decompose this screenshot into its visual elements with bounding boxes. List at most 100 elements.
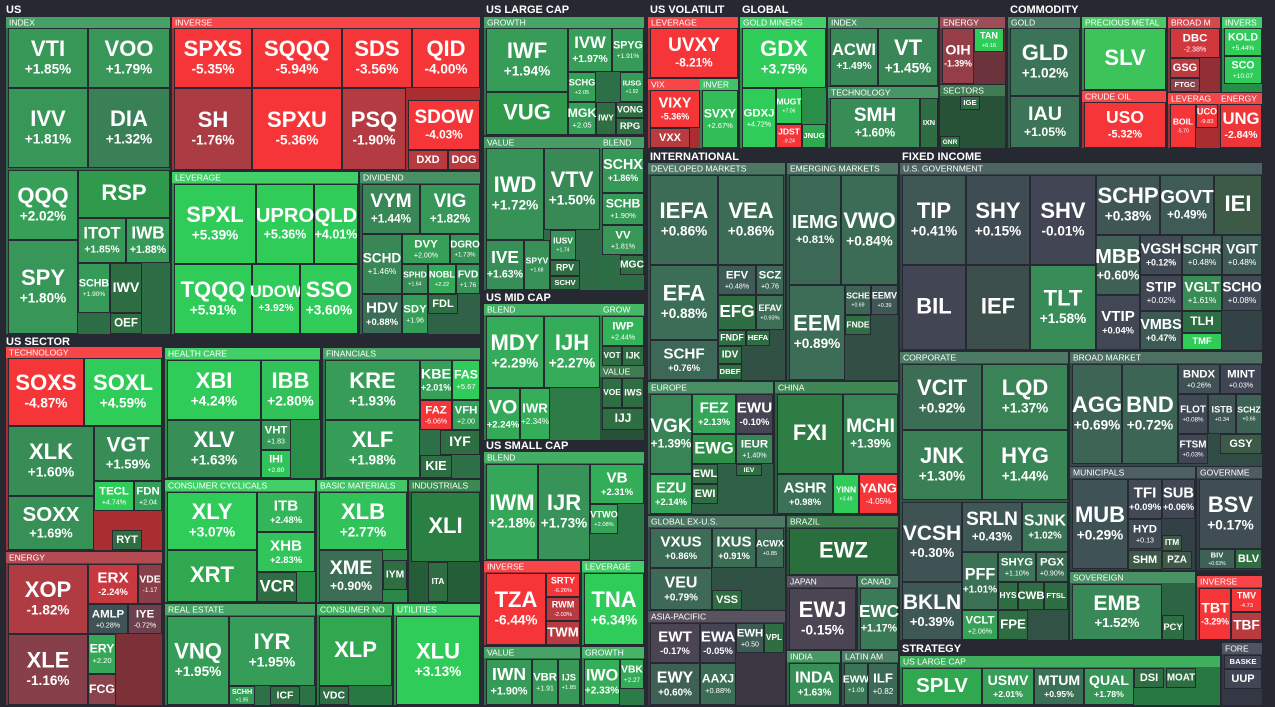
change: -5.35% [191, 62, 234, 77]
ticker-cell [342, 88, 406, 170]
change: +2.83% [270, 554, 303, 565]
ticker: IJK [626, 350, 641, 360]
ticker-cell [1214, 175, 1262, 235]
ticker-cell [692, 394, 736, 434]
change: -1.17 [143, 587, 158, 594]
change: +0.12% [1146, 258, 1176, 268]
change: +0.69% [1074, 418, 1120, 433]
ticker: AMLP [92, 608, 125, 620]
ticker: SLV [1104, 45, 1145, 70]
section-label: FINANCIALS [326, 348, 376, 358]
ticker: EWL [693, 468, 718, 480]
section-strip [1168, 93, 1218, 104]
change: +3.92% [258, 303, 293, 314]
change: +1.39% [850, 437, 891, 451]
section-strip [394, 604, 480, 615]
ticker-cell [650, 474, 692, 514]
ticker-cell [1182, 333, 1222, 350]
ticker: TQQQ [181, 277, 246, 302]
change: +2.06% [968, 628, 993, 636]
ticker-cell [486, 148, 544, 240]
ticker: SDY [403, 303, 427, 315]
ticker-cell [428, 264, 456, 294]
section: DIVIDEND VYM+1.44% VIG+1.82% SCHD+1.46% DVY +… [360, 172, 480, 334]
section-strip [165, 348, 320, 359]
ticker: SCHD [363, 250, 402, 265]
ticker: TIP [917, 198, 951, 223]
section: BLEND IWM+2.18% IJR+1.73% VB+2.31% VTWO +2.08… [484, 452, 644, 560]
ticker: VSS [716, 594, 738, 606]
change: +2.27 [624, 677, 641, 684]
change: +0.89% [794, 336, 840, 351]
section: VALUE IWD+1.72% VTV+1.50% IVE+1.63%SPYV +1.6… [484, 137, 600, 290]
section-label: PRECIOUS METAL [1085, 17, 1160, 27]
ticker: VTWO [590, 510, 618, 520]
section: DEVELOPED MARKETSIEFA+0.86%VEA+0.86%EFA+… [648, 163, 785, 380]
ticker: FPE [1000, 616, 1026, 631]
change: +1.05% [1024, 125, 1066, 139]
change: +10.07 [1233, 73, 1254, 80]
ticker-cell [1170, 28, 1220, 58]
section-strip [648, 163, 785, 174]
change: +0.39% [910, 614, 955, 629]
change: +1.90% [610, 211, 636, 220]
change: +1.95% [175, 664, 221, 679]
section: GOVERNME BSV+0.17% BIV+0.63% BLV [1197, 467, 1262, 570]
change: +1.60% [28, 465, 74, 480]
ticker: IVE [491, 247, 519, 267]
section: CONSUMER CYCLICALS XLY+3.07% ITB+2.48% XHB+… [165, 480, 315, 602]
change: +1.97% [572, 54, 608, 65]
ticker-cell [622, 378, 644, 408]
ticker-cell [550, 260, 580, 276]
section-strip [940, 17, 1005, 28]
section-label: VALUE [487, 137, 515, 147]
change: +5.36% [264, 227, 307, 241]
ticker-cell [1084, 102, 1166, 148]
change: +1.52% [1094, 615, 1139, 630]
change: +0.03% [1229, 382, 1254, 390]
change: +1.45% [885, 61, 931, 76]
ticker: VGSH [1141, 241, 1182, 257]
ticker-cell [257, 532, 315, 572]
ticker-cell [1182, 311, 1222, 333]
ticker-cell [486, 573, 546, 645]
ticker: SUB [1163, 485, 1194, 501]
ticker: EWW [843, 675, 870, 686]
ticker: IEUR [741, 438, 768, 450]
ticker-cell [962, 502, 1022, 552]
section: TECHNOLOGY SOXS-4.87% SOXL+4.59% XLK+1.60% V… [6, 347, 162, 550]
ticker-cell [256, 184, 314, 264]
section-strip [484, 137, 600, 148]
section: U.S. GOVERNMENT TIP+0.41% SHY+0.15% SHV-0.0… [900, 163, 1262, 350]
ticker: FTGC [1175, 80, 1196, 89]
ticker: VEA [728, 198, 773, 223]
ticker: EWH [737, 627, 764, 639]
section-label: ASIA-PACIFIC [651, 611, 706, 621]
ticker-cell [1220, 104, 1262, 148]
ticker: VCIT [917, 375, 968, 400]
section-label: INDEX [831, 17, 857, 27]
ticker: IWD [494, 172, 537, 197]
ticker: ERX [97, 569, 128, 586]
change: +1.81% [611, 243, 636, 251]
section-strip [648, 382, 773, 393]
change: +0.98% [789, 496, 822, 507]
ticker-cell [88, 88, 170, 168]
ticker-cell [456, 264, 480, 294]
ticker-cell [174, 184, 256, 264]
ticker: SRTY [551, 576, 575, 586]
section-label: CHINA [778, 382, 805, 392]
ticker: ITM [1165, 537, 1179, 547]
section-strip [900, 352, 1068, 363]
ticker: SCO [1232, 59, 1255, 71]
ticker-cell [420, 455, 452, 478]
change: -8.21% [675, 56, 713, 70]
ticker: FDN [136, 485, 159, 497]
ticker-cell [8, 564, 88, 634]
ticker: FLOT [1180, 405, 1206, 416]
section-strip [775, 382, 898, 393]
change: -2.38% [1184, 46, 1207, 54]
ticker-cell [777, 394, 843, 474]
change: +0.50 [741, 641, 759, 649]
